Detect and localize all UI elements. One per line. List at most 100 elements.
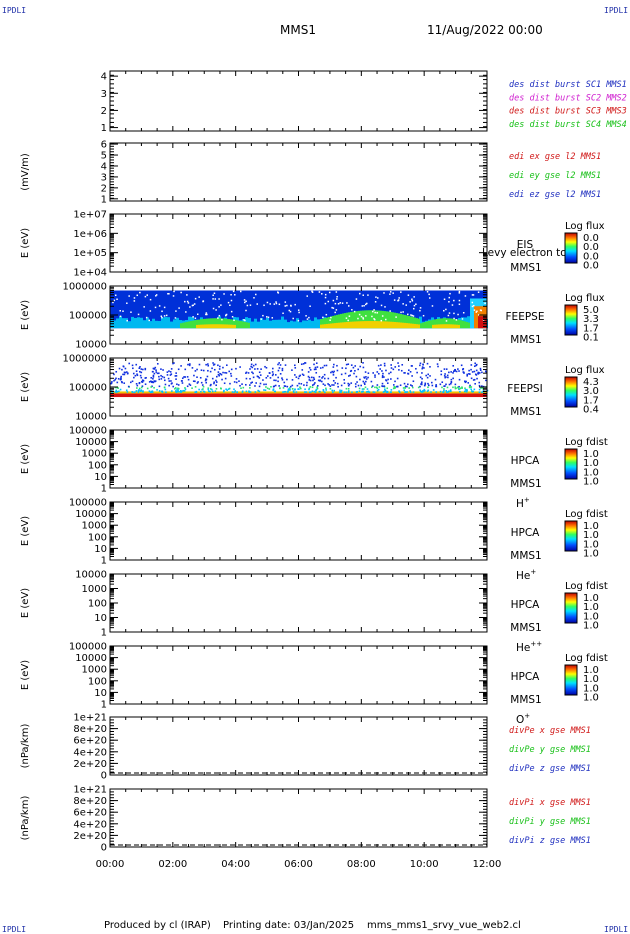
feepse-speckle [419, 309, 421, 312]
feepsi-scatter-point [144, 383, 147, 386]
feepse-burst-core-1 [346, 321, 348, 329]
feepsi-scatter-point [196, 368, 198, 371]
feepsi-scatter-point [235, 367, 237, 370]
feepsi-scatter-point [132, 391, 134, 394]
feepse-speckle [215, 309, 217, 311]
instrument-label: EIS [517, 239, 534, 251]
feepsi-scatter-point [315, 368, 317, 371]
feepse-speckle [458, 292, 461, 294]
feepsi-scatter-point [461, 386, 463, 388]
feepsi-scatter-point [423, 388, 426, 391]
feepse-speckle [246, 304, 249, 307]
feepsi-scatter-point [473, 365, 476, 368]
feepsi-scatter-point [152, 381, 155, 384]
feepsi-scatter-point [239, 384, 241, 387]
feepsi-scatter-point [356, 381, 358, 383]
feepse-speckle [348, 305, 350, 307]
feepsi-scatter-point [381, 374, 384, 377]
feepsi-scatter-point [426, 390, 429, 393]
feepse-speckle [411, 298, 413, 300]
feepsi-scatter-point [340, 373, 343, 376]
feepsi-scatter-point [312, 379, 314, 382]
feepsi-scatter-point [313, 363, 315, 366]
feepsi-scatter-point [279, 373, 282, 375]
feepse-speckle [275, 301, 277, 303]
feepsi-scatter-point [302, 374, 305, 376]
feepsi-scatter-point [486, 389, 489, 392]
feepse-burst-1 [370, 310, 372, 329]
feepse-speckle [184, 300, 186, 303]
feepse-speckle [458, 303, 461, 306]
feepse-speckle [112, 301, 114, 304]
feepse-burst-2 [430, 320, 432, 329]
colorbar-title: Log fdist [565, 437, 608, 448]
ytick-label: 6e+20 [73, 808, 107, 819]
feepsi-scatter-point [455, 387, 457, 390]
feepsi-scatter-point [437, 365, 439, 368]
feepsi-scatter-point [404, 391, 406, 393]
feepse-burst-1 [360, 310, 362, 329]
feepse-speckle [309, 305, 311, 307]
feepsi-scatter-point [274, 390, 276, 393]
feepsi-scatter-point [293, 391, 295, 394]
feepse-burst-core-1 [406, 323, 408, 329]
feepse-speckle [398, 297, 400, 299]
feepsi-scatter-point [251, 371, 253, 374]
feepse-burst-core-1 [332, 323, 334, 329]
feepsi-scatter-point [432, 389, 435, 391]
feepsi-scatter-point [384, 388, 386, 391]
feepse-speckle [218, 314, 221, 317]
feepsi-scatter-point [209, 390, 211, 393]
footer-produced: Produced by cl (IRAP) [104, 920, 211, 931]
feepsi-scatter-point [408, 387, 411, 389]
feepsi-scatter-point [429, 366, 431, 368]
feepse-speckle [453, 299, 455, 302]
colorbar-value: 1.0 [583, 611, 599, 622]
xtick-label: 04:00 [221, 859, 250, 870]
feepsi-scatter-point [372, 372, 374, 374]
feepsi-scatter-point [345, 367, 347, 370]
feepsi-scatter-point [386, 382, 389, 384]
colorbar-value: 1.0 [583, 449, 599, 460]
feepsi-scatter-point [315, 362, 318, 365]
feepse-speckle [218, 306, 220, 308]
feepsi-scatter-point [386, 390, 389, 393]
feepse-speckle [255, 293, 257, 296]
feepse-burst-core-1 [356, 321, 358, 329]
feepse-burst-1 [368, 310, 370, 329]
feepsi-scatter-point [309, 391, 312, 394]
instrument-label: HPCA [511, 599, 541, 611]
feepse-speckle [173, 290, 175, 293]
feepsi-scatter-point [478, 381, 481, 384]
feepse-speckle [187, 302, 190, 304]
legend-entry: des dist burst SC1 MMS1 [509, 80, 627, 90]
feepsi-scatter-point [367, 372, 370, 375]
feepsi-scatter-point [213, 382, 215, 385]
feepse-burst-2 [424, 321, 426, 329]
feepsi-scatter-point [170, 373, 173, 375]
feepsi-scatter-point [186, 385, 189, 388]
xtick-label: 10:00 [410, 859, 439, 870]
feepsi-scatter-point [155, 369, 157, 371]
ytick-label: 3 [101, 89, 107, 100]
feepse-burst-0 [202, 319, 204, 329]
feepse-speckle [186, 300, 189, 303]
feepsi-scatter-point [311, 390, 314, 393]
feepsi-scatter-point [168, 370, 170, 372]
feepse-burst-1 [412, 316, 414, 329]
feepsi-scatter-point [323, 364, 326, 367]
feepse-speckle [375, 296, 377, 298]
feepse-burst-core-1 [326, 323, 328, 329]
feepsi-scatter-point [398, 369, 400, 371]
feepsi-scatter-point [139, 390, 141, 392]
feepsi-scatter-point [207, 369, 209, 372]
feepsi-scatter-point [446, 374, 449, 377]
ytick-label: 1e+21 [73, 713, 107, 724]
feepsi-scatter-point [340, 384, 343, 387]
feepsi-scatter-point [446, 386, 449, 389]
feepse-speckle [163, 306, 166, 309]
feepse-burst-2 [442, 318, 444, 329]
colorbar-value: 1.0 [583, 530, 599, 541]
feepse-speckle [458, 290, 461, 293]
ytick-label: 1e+21 [73, 785, 107, 796]
